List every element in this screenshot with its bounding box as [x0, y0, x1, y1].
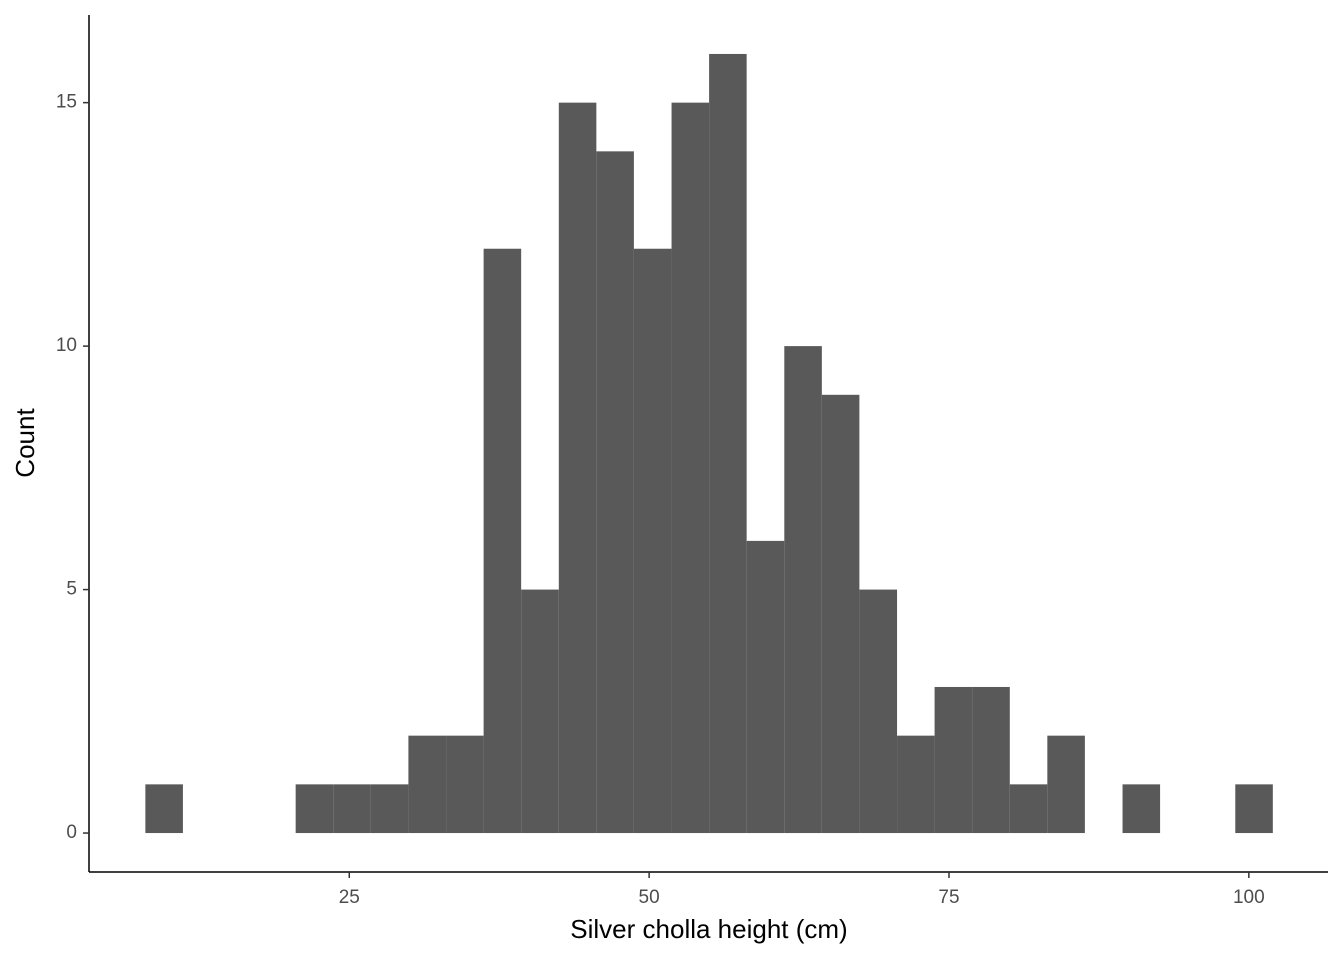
bar	[671, 102, 710, 834]
bar	[145, 784, 183, 834]
bar	[483, 248, 522, 834]
y-tick-label: 0	[66, 822, 77, 843]
y-tick-label: 15	[56, 92, 77, 113]
bar	[934, 686, 973, 834]
bar	[1009, 784, 1048, 834]
bar	[1122, 784, 1161, 834]
bar	[521, 589, 559, 834]
x-tick-label: 25	[339, 887, 360, 908]
bar	[333, 784, 371, 834]
bar	[408, 735, 447, 834]
bar	[746, 540, 785, 834]
bar	[558, 102, 597, 834]
bar	[1047, 735, 1085, 834]
bar	[446, 735, 484, 834]
x-tick-label: 75	[938, 887, 959, 908]
bar	[897, 735, 935, 834]
bar	[596, 151, 634, 834]
bar	[1235, 784, 1273, 834]
x-tick-label: 50	[639, 887, 660, 908]
y-axis-label: Count	[10, 408, 40, 478]
bar	[784, 346, 822, 834]
bar	[859, 589, 898, 834]
bar	[370, 784, 409, 834]
bar	[821, 394, 860, 834]
y-tick-label: 5	[66, 579, 77, 600]
bar	[295, 784, 334, 834]
bar	[633, 248, 672, 834]
y-tick-label: 10	[56, 335, 77, 356]
bar	[972, 686, 1010, 834]
x-tick-label: 100	[1233, 887, 1265, 908]
bar	[709, 53, 747, 834]
x-axis-label: Silver cholla height (cm)	[570, 914, 847, 944]
